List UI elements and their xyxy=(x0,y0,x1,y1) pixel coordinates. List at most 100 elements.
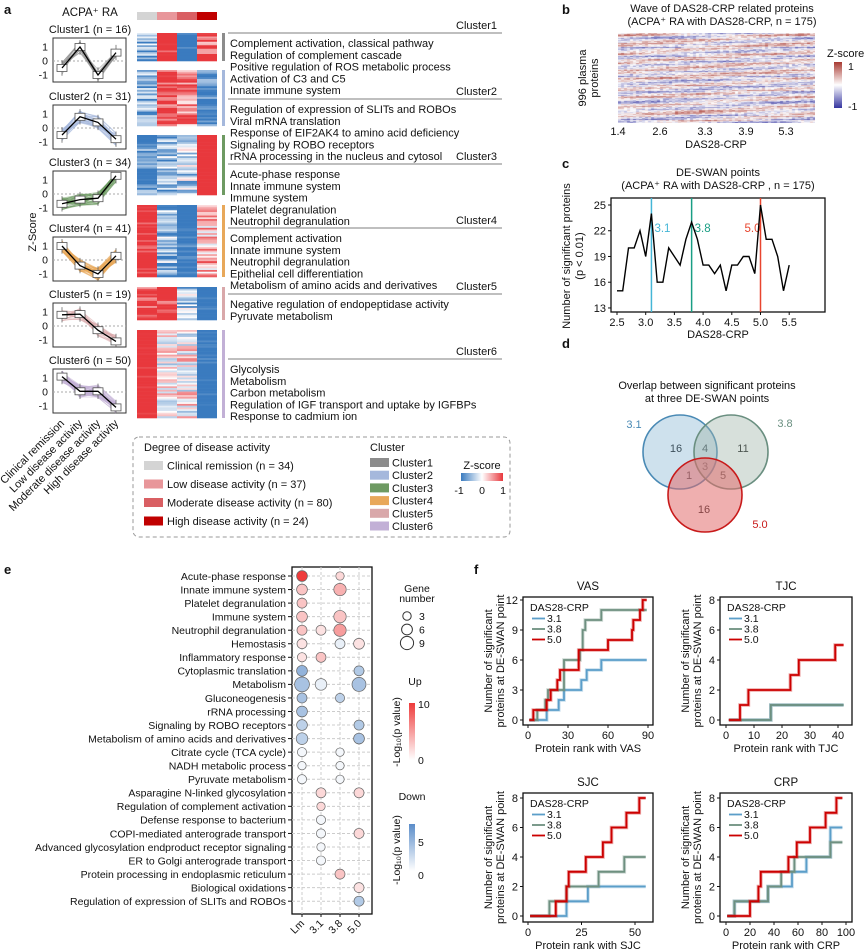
heatmap-cell xyxy=(197,93,217,96)
activity-color-header xyxy=(177,12,197,20)
heatmap-cell xyxy=(197,34,217,37)
pathway-label: Regulation of expression of SLITs and RO… xyxy=(70,896,286,908)
x-axis-label: Protein rank with VAS xyxy=(535,743,641,755)
enriched-term: Metabolism of amino acids and derivative… xyxy=(230,280,438,292)
heatmap-cell xyxy=(197,254,217,257)
heatmap-cell xyxy=(157,189,177,192)
heatmap-cell xyxy=(197,48,217,51)
legend-title: Up xyxy=(408,676,422,688)
heatmap-cell xyxy=(137,241,157,244)
heatmap-cell xyxy=(137,33,157,36)
colorbar-tick: 5 xyxy=(418,837,424,849)
heatmap-cell xyxy=(137,264,157,267)
cluster-title: Cluster5 (n = 19) xyxy=(49,289,131,301)
heatmap-cell xyxy=(157,93,177,96)
heatmap-cell xyxy=(157,48,177,51)
heatmap-cell xyxy=(157,255,177,258)
heatmap-cell xyxy=(177,395,197,398)
heatmap-cell xyxy=(177,147,197,150)
legend-label: 3.1 xyxy=(547,613,562,625)
heatmap-cell xyxy=(197,222,217,225)
heatmap-cell xyxy=(177,370,197,373)
heatmap-cell xyxy=(137,316,157,319)
heatmap-cell xyxy=(177,36,197,39)
x-axis-label: Protein rank with CRP xyxy=(732,940,840,951)
enriched-term: Carbon metabolism xyxy=(230,388,325,400)
heatmap-cell xyxy=(177,359,197,362)
heatmap-cell xyxy=(157,206,177,209)
heatmap-cell xyxy=(197,271,217,274)
heatmap-cell xyxy=(177,124,197,127)
heatmap-cell xyxy=(197,152,217,155)
cluster-term-header: Cluster6 xyxy=(456,346,497,358)
heatmap-cell xyxy=(157,89,177,92)
size-legend-label: 6 xyxy=(419,625,425,637)
heatmap-cell xyxy=(197,379,217,382)
heatmap-cell xyxy=(197,245,217,248)
heatmap-cell xyxy=(197,59,217,62)
heatmap-cell xyxy=(177,140,197,143)
heatmap-cell xyxy=(197,292,217,295)
legend-label: 5.0 xyxy=(744,634,759,646)
heatmap-cell xyxy=(157,59,177,62)
step-line-halo-3.8 xyxy=(728,703,844,722)
heatmap-cell xyxy=(157,370,177,373)
heatmap-cell xyxy=(197,293,217,296)
median-line xyxy=(61,175,117,205)
heatmap-cell xyxy=(177,290,197,293)
heatmap-cell xyxy=(197,247,217,250)
heatmap-cell xyxy=(157,116,177,120)
heatmap-cell xyxy=(197,208,217,211)
heatmap-cell xyxy=(197,115,217,118)
x-tick-label: 80 xyxy=(816,927,828,939)
heatmap-cell xyxy=(157,182,177,185)
cluster-swatch xyxy=(370,470,389,480)
heatmap-cell xyxy=(157,311,177,314)
heatmap-cell xyxy=(197,351,217,354)
heatmap-cell xyxy=(197,374,217,377)
heatmap-cell xyxy=(197,100,217,103)
heatmap-cell xyxy=(197,165,217,168)
heatmap-cell xyxy=(177,335,197,338)
enriched-term: Regulation of expression of SLITs and RO… xyxy=(230,104,457,116)
heatmap-cell xyxy=(197,287,217,290)
heatmap-cell xyxy=(197,91,217,94)
heatmap-cell xyxy=(197,331,217,334)
heatmap-cell xyxy=(197,259,217,262)
heatmap-cell xyxy=(137,189,157,192)
heatmap-cell xyxy=(137,170,157,173)
heatmap-cell xyxy=(157,177,177,180)
heatmap-cell xyxy=(137,98,157,102)
heatmap-cell xyxy=(157,377,177,380)
pathway-label: Asparagine N-linked glycosylation xyxy=(128,788,286,800)
heatmap-cell xyxy=(177,340,197,343)
heatmap-cell xyxy=(177,361,197,364)
panel-d-title: at three DE-SWAN points xyxy=(645,393,770,405)
legend-title: Down xyxy=(399,791,426,803)
cluster-6-plot: Cluster6 (n = 50)1 0 -1 xyxy=(39,355,131,414)
heatmap-cell xyxy=(137,57,157,60)
heatmap-cell xyxy=(157,409,177,412)
heatmap-cell xyxy=(137,358,157,361)
heatmap-cell xyxy=(137,86,157,89)
heatmap-cell xyxy=(137,145,157,148)
heatmap-cell xyxy=(157,393,177,396)
heatmap-cell xyxy=(197,377,217,380)
panel-a-legend: Degree of disease activity Clinical remis… xyxy=(132,436,511,538)
heatmap-cell xyxy=(157,71,177,74)
de-swan-marker-label: 5.0 xyxy=(745,223,761,235)
heatmap-cell xyxy=(137,288,157,291)
step-line-5.0 xyxy=(529,599,647,721)
heatmap-cell xyxy=(197,236,217,239)
heatmap-cell xyxy=(197,157,217,160)
heatmap-cell xyxy=(157,102,177,105)
heatmap-cell xyxy=(197,107,217,111)
heatmap-cell xyxy=(157,219,177,222)
zscore-colorbar xyxy=(834,62,842,108)
heatmap-cell xyxy=(157,184,177,187)
enrichment-bubble-down xyxy=(295,732,309,745)
heatmap-cell xyxy=(177,245,197,248)
cluster-2-plot: Cluster2 (n = 31)1 0 -1 xyxy=(39,91,131,150)
heatmap-cell xyxy=(157,109,177,112)
heatmap-cell xyxy=(137,393,157,396)
